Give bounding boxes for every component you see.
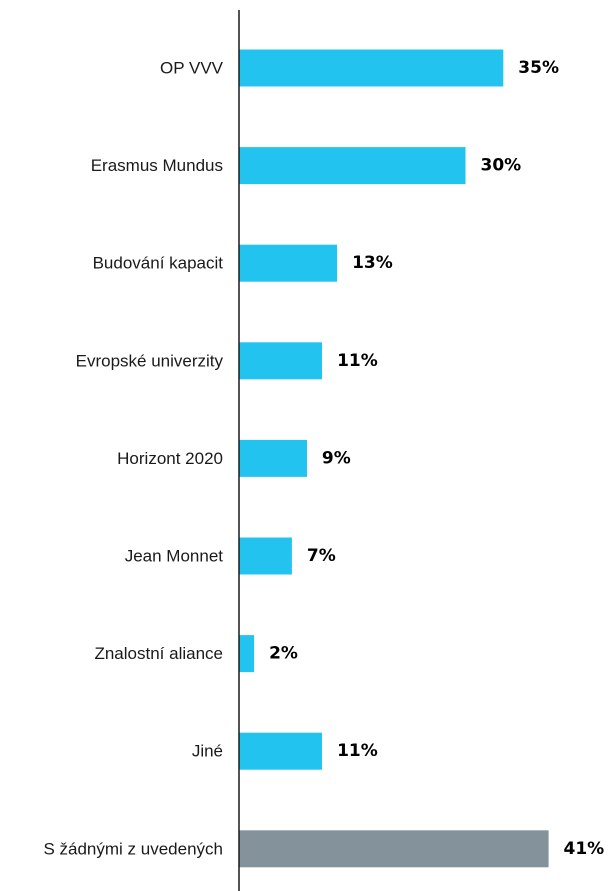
bar (239, 635, 255, 673)
labels-layer: OP VVV 35% Erasmus Mundus 30% Budování kapac… (43, 58, 604, 859)
bar (239, 147, 466, 185)
bar (239, 830, 549, 868)
bar (239, 49, 504, 87)
category-label: Horizont 2020 (117, 449, 223, 468)
category-label: Jean Monnet (125, 547, 224, 566)
category-label: Evropské univerzity (76, 351, 224, 370)
category-label: Jiné (192, 742, 223, 761)
value-label: 41% (564, 839, 605, 859)
value-label: 11% (337, 351, 378, 371)
value-label: 7% (307, 546, 336, 566)
category-label: Budování kapacit (93, 254, 224, 273)
value-label: 9% (322, 448, 351, 468)
category-label: Znalostní aliance (94, 644, 223, 663)
value-label: 30% (481, 156, 522, 176)
bar (239, 342, 322, 380)
value-label: 13% (352, 253, 393, 273)
bars-layer (239, 49, 549, 868)
category-label: S žádnými z uvedených (43, 839, 223, 858)
bar (239, 537, 292, 575)
value-label: 2% (269, 644, 298, 664)
category-label: Erasmus Mundus (91, 156, 223, 175)
bar (239, 439, 307, 477)
value-label: 35% (518, 58, 559, 78)
bar (239, 732, 322, 770)
value-label: 11% (337, 741, 378, 761)
category-label: OP VVV (160, 59, 224, 78)
bar (239, 244, 338, 282)
